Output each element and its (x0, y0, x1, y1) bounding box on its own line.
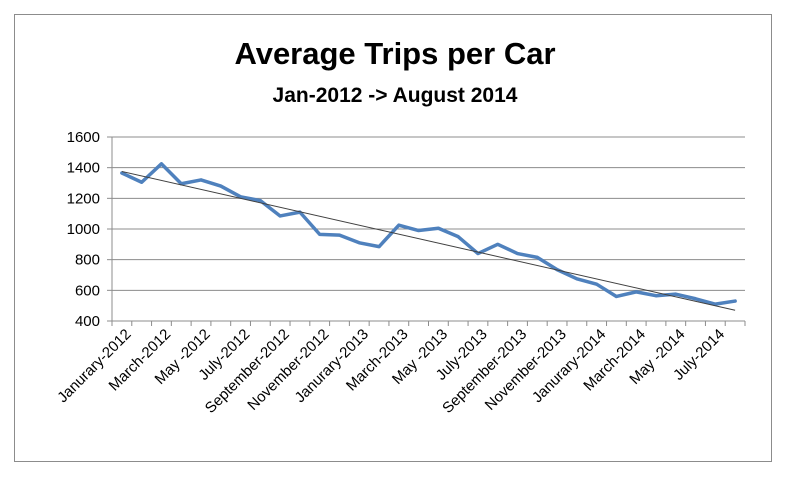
data-point (436, 226, 440, 230)
data-point (614, 294, 618, 298)
data-point (140, 180, 144, 184)
y-tick-label: 1400 (67, 160, 100, 177)
data-point (397, 223, 401, 227)
y-tick-label: 800 (75, 252, 100, 269)
data-point (496, 242, 500, 246)
data-point (239, 195, 243, 199)
data-point (417, 229, 421, 233)
data-point (377, 245, 381, 249)
data-point (634, 290, 638, 294)
data-point (713, 302, 717, 306)
data-point (337, 233, 341, 237)
data-point (733, 299, 737, 303)
data-point (516, 252, 520, 256)
data-point (120, 171, 124, 175)
data-point (575, 277, 579, 281)
trendline (121, 171, 736, 311)
series-layer (120, 162, 737, 311)
data-point (654, 294, 658, 298)
chart-frame (14, 14, 772, 462)
data-point (456, 235, 460, 239)
data-point (199, 178, 203, 182)
chart-title: Average Trips per Car (234, 36, 556, 71)
chart-subtitle: Jan-2012 -> August 2014 (272, 84, 518, 107)
y-tick-label: 1600 (67, 129, 100, 146)
data-point (278, 214, 282, 218)
data-point (476, 252, 480, 256)
y-tick-label: 600 (75, 282, 100, 299)
y-tick-labels: 400 600 800 1000 1200 1400 1600 (67, 129, 100, 330)
y-tick-label: 1200 (67, 190, 100, 207)
data-point (674, 292, 678, 296)
gridlines (112, 136, 745, 291)
data-point (535, 255, 539, 259)
y-tick-label: 1000 (67, 221, 100, 238)
data-point (159, 162, 163, 166)
axes (107, 136, 746, 326)
y-tick-label: 400 (75, 313, 100, 330)
data-point (219, 184, 223, 188)
data-point (357, 241, 361, 245)
data-point (694, 297, 698, 301)
series-line-average-trips (120, 162, 737, 306)
data-point (595, 282, 599, 286)
data-point (318, 232, 322, 236)
data-point (258, 199, 262, 203)
